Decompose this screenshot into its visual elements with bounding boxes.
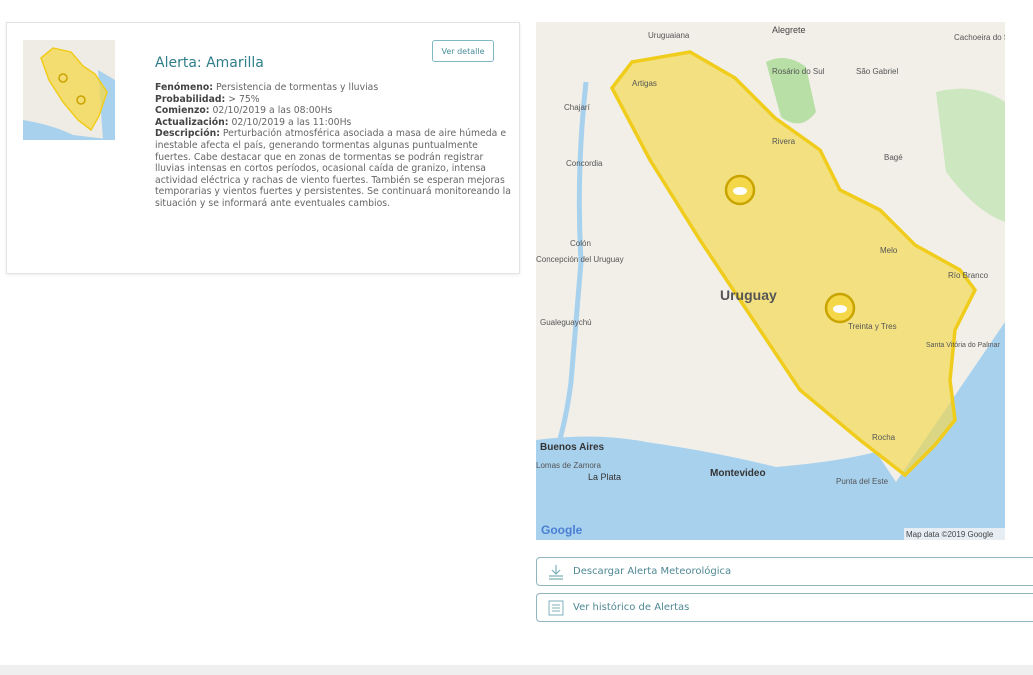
download-alert-button[interactable]: Descargar Alerta Meteorológica bbox=[536, 557, 1033, 586]
google-logo: Google bbox=[541, 523, 583, 537]
place-label: Punta del Este bbox=[836, 477, 889, 486]
place-label: Concordia bbox=[566, 159, 603, 168]
place-label: Artigas bbox=[632, 79, 657, 88]
field-start: Comienzo: 02/10/2019 a las 08:00Hs bbox=[155, 105, 333, 117]
place-label: Lomas de Zamora bbox=[536, 461, 601, 470]
place-label: Rosário do Sul bbox=[772, 67, 825, 76]
forest-area bbox=[766, 58, 816, 124]
place-label: Treinta y Tres bbox=[848, 322, 897, 331]
alert-zone bbox=[609, 50, 978, 478]
country-label: Uruguay bbox=[720, 287, 777, 303]
place-label: São Gabriel bbox=[856, 67, 898, 76]
view-detail-button[interactable]: Ver detalle bbox=[432, 40, 494, 62]
place-label: Rivera bbox=[772, 137, 796, 146]
place-label: Río Branco bbox=[948, 271, 989, 280]
place-label: Alegrete bbox=[772, 25, 806, 35]
place-label: Uruguaiana bbox=[648, 31, 690, 40]
storm-cloud-icon bbox=[724, 174, 756, 206]
footer-bar bbox=[0, 665, 1033, 675]
place-label: La Plata bbox=[588, 472, 621, 482]
place-label: Cachoeira do Sul bbox=[954, 33, 1005, 42]
field-description: Descripción: Perturbación atmosférica as… bbox=[155, 128, 511, 209]
map-attribution: Map data ©2019 Google bbox=[906, 530, 994, 539]
place-label: Colón bbox=[570, 239, 591, 248]
alert-title: Alerta: Amarilla bbox=[155, 55, 264, 71]
alert-history-button[interactable]: Ver histórico de Alertas bbox=[536, 593, 1033, 622]
alert-card: Alerta: Amarilla Ver detalle Fenómeno: P… bbox=[6, 22, 520, 274]
place-label: Rocha bbox=[872, 433, 896, 442]
field-probability: Probabilidad: > 75% bbox=[155, 93, 260, 105]
alert-history-label: Ver histórico de Alertas bbox=[573, 602, 690, 613]
list-icon bbox=[545, 600, 567, 616]
place-label: Melo bbox=[880, 246, 898, 255]
place-label: Chajarí bbox=[564, 103, 591, 112]
place-label: Concepción del Uruguay bbox=[536, 255, 624, 264]
download-alert-label: Descargar Alerta Meteorológica bbox=[573, 566, 732, 577]
alert-map-thumbnail bbox=[23, 40, 115, 140]
alert-map[interactable]: Uruguay Uruguaiana Alegrete Cachoeira do… bbox=[536, 22, 1005, 540]
storm-cloud-icon bbox=[824, 292, 856, 324]
place-label: Buenos Aires bbox=[540, 442, 605, 453]
place-label: Gualeguaychú bbox=[540, 318, 592, 327]
place-label: Montevideo bbox=[710, 468, 766, 479]
place-label: Santa Vitória do Palmar bbox=[926, 342, 1000, 349]
download-icon bbox=[545, 564, 567, 580]
field-phenomenon: Fenómeno: Persistencia de tormentas y ll… bbox=[155, 82, 379, 93]
water bbox=[536, 322, 1005, 540]
alert-info: Fenómeno: Persistencia de tormentas y ll… bbox=[155, 82, 515, 210]
field-update: Actualización: 02/10/2019 a las 11:00Hs bbox=[155, 116, 352, 128]
place-label: Bagé bbox=[884, 153, 903, 162]
